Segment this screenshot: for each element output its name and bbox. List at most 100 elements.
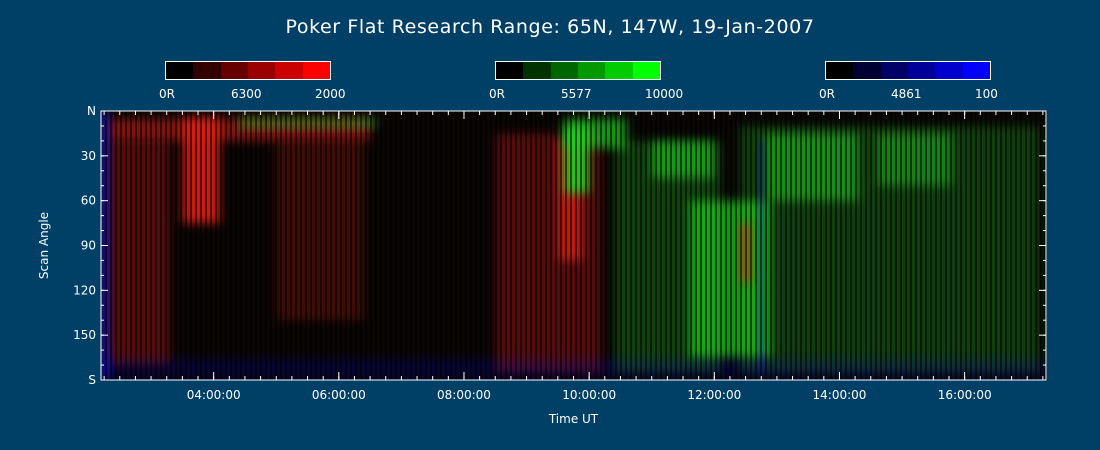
scan-stripe — [815, 111, 817, 380]
scan-stripe — [305, 111, 307, 380]
colorbar-red-strip — [165, 61, 331, 80]
scan-stripe — [450, 111, 452, 380]
scan-stripe — [985, 111, 987, 380]
scan-stripe — [495, 111, 497, 380]
scan-stripe — [590, 111, 592, 380]
scan-stripe — [130, 111, 132, 380]
scan-stripe — [885, 111, 887, 380]
colorbar-green-max-label: 10000 — [645, 87, 684, 101]
scan-stripe — [275, 111, 277, 380]
scan-stripe — [645, 111, 647, 380]
scan-stripe — [765, 111, 767, 380]
scan-stripe — [775, 111, 777, 380]
scan-stripe — [360, 111, 362, 380]
scan-stripe — [365, 111, 367, 380]
scan-stripe — [540, 111, 542, 380]
scan-stripe — [890, 111, 892, 380]
colorbar-red-step — [247, 62, 276, 79]
scan-stripe — [480, 111, 482, 380]
scan-stripe — [280, 111, 282, 380]
scan-stripe — [290, 111, 292, 380]
scan-stripe — [685, 111, 687, 380]
colorbar-red-step — [166, 62, 194, 79]
scan-stripe — [375, 111, 377, 380]
colorbar-green-wavelength-label: 5577 — [561, 87, 592, 101]
scan-stripe — [1015, 111, 1017, 380]
scan-stripe — [710, 111, 712, 380]
scan-stripe — [390, 111, 392, 380]
scan-stripe — [535, 111, 537, 380]
y-tick-label: 120 — [73, 283, 96, 297]
scan-stripe — [250, 111, 252, 380]
x-tick-label: 10:00:00 — [562, 388, 616, 402]
scan-stripe — [1020, 111, 1022, 380]
colorbar-red-step — [275, 62, 303, 79]
scan-stripe — [180, 111, 182, 380]
scan-stripe — [170, 111, 172, 380]
scan-stripe — [330, 111, 332, 380]
scan-stripe — [850, 111, 852, 380]
scan-stripe — [415, 111, 417, 380]
scan-stripe — [565, 111, 567, 380]
scan-stripe — [880, 111, 882, 380]
colorbar-red-step — [220, 62, 248, 79]
scan-stripe — [380, 111, 382, 380]
y-tick-label: 150 — [73, 328, 96, 342]
scan-stripe — [905, 111, 907, 380]
scan-stripe — [840, 111, 842, 380]
scan-stripe — [1005, 111, 1007, 380]
colorbar-green-strip — [495, 61, 661, 80]
scan-stripe — [400, 111, 402, 380]
scan-stripe — [945, 111, 947, 380]
scan-stripes — [105, 111, 1047, 380]
scan-stripe — [785, 111, 787, 380]
scan-stripe — [430, 111, 432, 380]
scan-stripe — [460, 111, 462, 380]
scan-stripe — [700, 111, 702, 380]
y-tick-label: S — [88, 373, 96, 387]
scan-stripe — [855, 111, 857, 380]
scan-stripe — [315, 111, 317, 380]
scan-stripe — [690, 111, 692, 380]
colorbar-blue-step — [935, 62, 963, 79]
y-axis-label: Scan Angle — [37, 212, 51, 279]
scan-stripe — [625, 111, 627, 380]
scan-stripe — [580, 111, 582, 380]
x-tick-label: 16:00:00 — [938, 388, 992, 402]
scan-stripe — [680, 111, 682, 380]
scan-stripe — [265, 111, 267, 380]
scan-stripe — [225, 111, 227, 380]
scan-stripe — [655, 111, 657, 380]
scan-stripe — [725, 111, 727, 380]
colorbar-red-min-label: 0R — [159, 87, 175, 101]
scan-stripe — [210, 111, 212, 380]
scan-stripe — [955, 111, 957, 380]
scan-stripe — [205, 111, 207, 380]
scan-stripe — [705, 111, 707, 380]
scan-stripe — [300, 111, 302, 380]
scan-stripe — [640, 111, 642, 380]
scan-stripe — [445, 111, 447, 380]
scan-stripe — [1000, 111, 1002, 380]
scan-stripe — [285, 111, 287, 380]
scan-stripe — [440, 111, 442, 380]
scan-stripe — [555, 111, 557, 380]
scan-stripe — [750, 111, 752, 380]
scan-stripe — [925, 111, 927, 380]
scan-stripe — [995, 111, 997, 380]
emission-region-green — [238, 116, 377, 129]
scan-stripe — [545, 111, 547, 380]
scan-stripe — [960, 111, 962, 380]
scan-stripe — [780, 111, 782, 380]
scan-stripe — [675, 111, 677, 380]
scan-stripe — [435, 111, 437, 380]
colorbar-red-wavelength-label: 6300 — [231, 87, 262, 101]
colorbar-blue-step — [853, 62, 881, 79]
scan-stripe — [160, 111, 162, 380]
scan-stripe — [670, 111, 672, 380]
scan-stripe — [605, 111, 607, 380]
scan-stripe — [790, 111, 792, 380]
scan-stripe — [735, 111, 737, 380]
x-tick-label: 04:00:00 — [187, 388, 241, 402]
colorbar-green-step — [605, 62, 633, 79]
